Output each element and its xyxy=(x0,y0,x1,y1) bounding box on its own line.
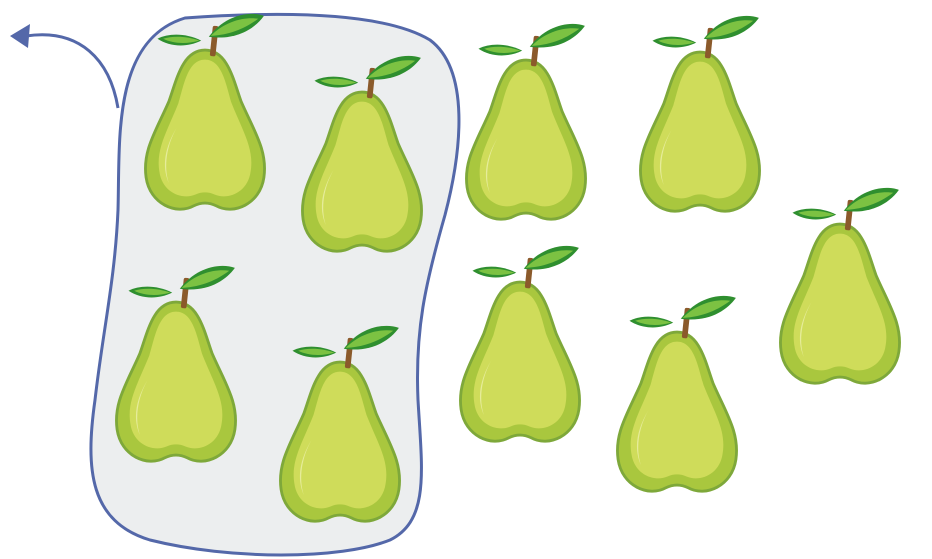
pear-icon xyxy=(459,244,581,443)
group-outline xyxy=(89,12,461,557)
pear-icon xyxy=(779,186,901,385)
pear-icon xyxy=(616,294,738,493)
pear-icon xyxy=(639,14,761,213)
pear-icon xyxy=(465,22,587,221)
group-arrow xyxy=(25,33,120,109)
arrow-head xyxy=(10,24,30,48)
